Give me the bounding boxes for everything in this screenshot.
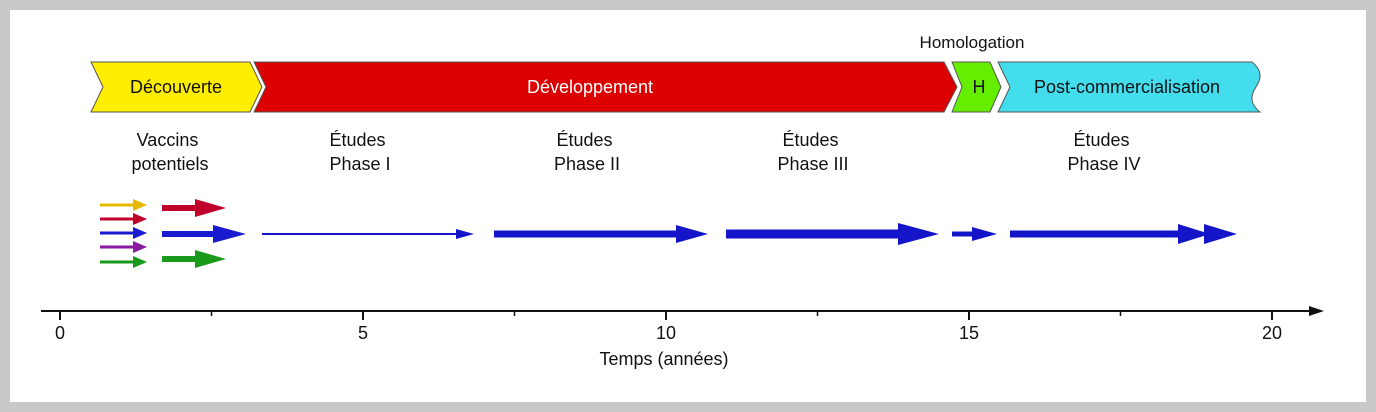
axis-title: Temps (années): [599, 349, 728, 369]
tick-label: 15: [959, 323, 979, 343]
progression-arrows: [262, 223, 1237, 245]
stage-post-marketing-shape: [997, 61, 1262, 113]
stage-post-marketing-label: Post-commercialisation: [1034, 77, 1220, 97]
stage-post-marketing: Post-commercialisation: [997, 61, 1262, 113]
stage-approval: H: [951, 61, 1002, 113]
study-label-phase-3: Études Phase III: [777, 130, 848, 174]
tick-label: 0: [55, 323, 65, 343]
arrow-phase-1: [262, 229, 474, 239]
stage-discovery-shape: [90, 61, 263, 113]
arrow-approval: [952, 227, 997, 241]
time-axis: 0 5 10 15 20 Temps (années): [41, 306, 1324, 369]
candidate-arrow-3: [100, 227, 147, 239]
stage-discovery-label: Découverte: [130, 77, 222, 97]
tick-label: 5: [358, 323, 368, 343]
study-labels: Vaccins potentiels Études Phase I Études…: [131, 130, 1140, 174]
study-label-phase-2: Études Phase II: [554, 130, 620, 174]
stage-development-shape: [253, 61, 958, 113]
tick-label: 10: [656, 323, 676, 343]
study-label-candidates: Vaccins potentiels: [131, 130, 208, 174]
stage-development-label: Développement: [527, 77, 653, 97]
axis-arrowhead: [1309, 306, 1324, 316]
axis-ticks: 0 5 10 15 20: [55, 311, 1282, 343]
candidate-arrow-1: [100, 199, 147, 211]
stage-discovery: Découverte: [90, 61, 263, 113]
study-label-phase-1: Études Phase I: [329, 130, 390, 174]
approval-caption: Homologation: [920, 33, 1025, 52]
stage-approval-label: H: [973, 77, 986, 97]
selected-arrow-red: [162, 199, 226, 217]
arrow-phase-3: [726, 223, 939, 245]
candidate-arrow-5: [100, 256, 147, 268]
selected-arrow-green: [162, 250, 226, 268]
arrow-phase-4: [1010, 224, 1237, 244]
stage-development: Développement: [253, 61, 958, 113]
tick-label: 20: [1262, 323, 1282, 343]
selected-arrow-blue: [162, 225, 246, 243]
candidate-arrow-4: [100, 241, 147, 253]
candidate-arrow-2: [100, 213, 147, 225]
arrow-phase-2: [494, 225, 708, 243]
stage-approval-shape: [951, 61, 1002, 113]
candidate-arrows: [100, 199, 246, 268]
study-label-phase-4: Études Phase IV: [1067, 130, 1140, 174]
